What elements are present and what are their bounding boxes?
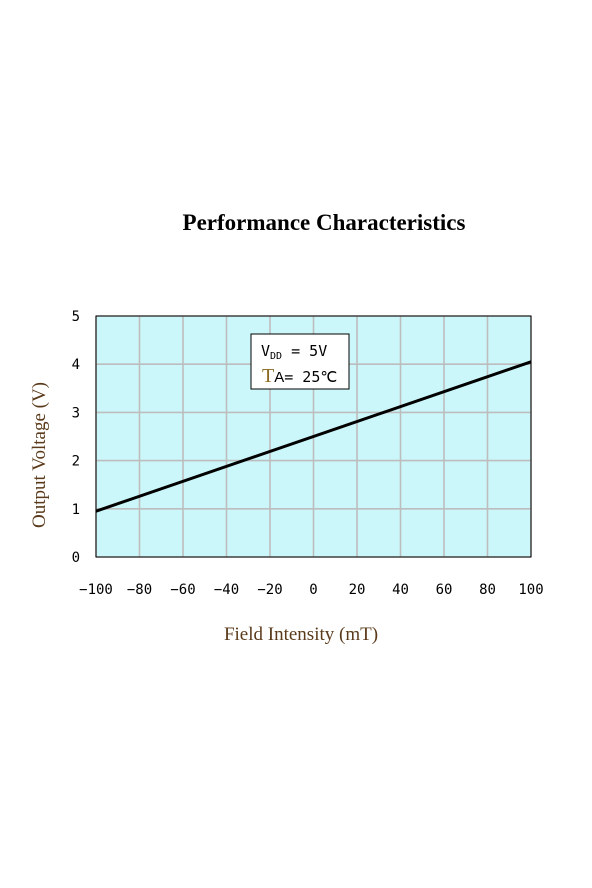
- y-tick-label: 4: [72, 357, 80, 373]
- x-tick-label: 40: [392, 582, 409, 598]
- svg-text:VDD = 5V: VDD = 5V: [261, 342, 327, 362]
- series-layer: [95, 360, 532, 513]
- y-tick-label: 2: [72, 454, 80, 470]
- x-tick-label: 20: [349, 582, 366, 598]
- plot-frame: [95, 315, 532, 558]
- vdd-label: V: [261, 342, 270, 360]
- x-tick-label: −100: [79, 582, 113, 598]
- condition-box: VDD = 5V TA= 25℃: [250, 333, 350, 390]
- ta-value: = 25℃: [284, 368, 337, 386]
- y-tick-label: 0: [72, 550, 80, 566]
- x-tick-label: 0: [309, 582, 317, 598]
- x-tick-label: 60: [436, 582, 453, 598]
- y-tick-label: 5: [72, 309, 80, 325]
- page-title: Performance Characteristics: [182, 210, 466, 235]
- output-voltage-line: [95, 360, 532, 513]
- y-tick-label: 1: [72, 502, 80, 518]
- x-tick-label: 100: [518, 582, 543, 598]
- x-tick-label: −40: [214, 582, 239, 598]
- x-axis-ticks: −100 −80 −60 −40 −20 0 20 40 60 80 100: [79, 582, 544, 598]
- svg-text:TA= 25℃: TA= 25℃: [262, 365, 337, 387]
- vdd-subscript: DD: [270, 351, 282, 362]
- y-tick-label: 3: [72, 405, 80, 421]
- ta-subscript: A: [274, 369, 284, 386]
- y-axis-label: Output Voltage (V): [29, 382, 50, 528]
- x-tick-label: −60: [170, 582, 195, 598]
- x-tick-label: −80: [127, 582, 152, 598]
- ta-label: T: [262, 365, 274, 387]
- x-axis-label: Field Intensity (mT): [224, 624, 378, 645]
- x-tick-label: −20: [257, 582, 282, 598]
- y-axis-ticks: 0 1 2 3 4 5: [72, 309, 80, 566]
- x-tick-label: 80: [479, 582, 496, 598]
- vdd-value: = 5V: [282, 342, 327, 360]
